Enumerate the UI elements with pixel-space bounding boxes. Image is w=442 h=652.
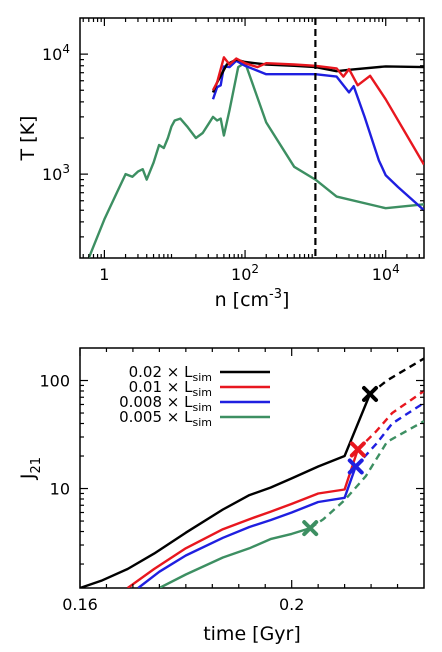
series-line-dashed xyxy=(309,420,424,530)
y-tick-label: 10 xyxy=(50,480,70,499)
series-group xyxy=(87,18,424,258)
series-line xyxy=(158,526,311,588)
series-line xyxy=(137,466,357,588)
temperature-density-chart: 1 102 104 103 104 T [K] n [cm-3] xyxy=(17,17,425,311)
collapse-marker xyxy=(362,386,379,403)
y-axis-label: T [K] xyxy=(17,116,39,162)
x-tick-label: 0.16 xyxy=(62,595,98,614)
y-tick-label: 104 xyxy=(42,42,70,64)
series-line-dashed xyxy=(369,357,424,395)
y-tick-label: 103 xyxy=(42,162,70,184)
series-line xyxy=(211,56,424,166)
series-line-dashed xyxy=(356,390,424,451)
series-line xyxy=(211,58,424,93)
y-tick-label: 100 xyxy=(39,372,70,391)
plot-frame xyxy=(79,347,425,589)
series-line-dashed xyxy=(354,401,424,468)
x-tick-label: 1 xyxy=(99,265,109,284)
legend-label: 0.01 × Lsim xyxy=(129,378,212,399)
x-axis-label: n [cm-3] xyxy=(215,287,290,311)
x-tick-label: 104 xyxy=(372,262,400,284)
legend-label: 0.005 × Lsim xyxy=(119,408,212,429)
axis-ticks: 1 102 104 103 104 xyxy=(42,18,424,284)
collapse-marker xyxy=(347,458,364,475)
series-line xyxy=(87,61,424,258)
series-line xyxy=(126,449,359,588)
legend-label: 0.02 × Lsim xyxy=(129,363,212,384)
axis-ticks: 0.16 0.2 10 100 xyxy=(39,348,424,614)
legend-label: 0.008 × Lsim xyxy=(119,393,212,414)
collapse-marker xyxy=(349,441,366,458)
series-line xyxy=(80,393,372,588)
x-axis-label: time [Gyr] xyxy=(203,623,301,645)
x-tick-label: 0.2 xyxy=(279,595,304,614)
series-group xyxy=(80,357,424,588)
collapse-marker xyxy=(302,520,319,537)
x-tick-label: 102 xyxy=(231,262,259,284)
series-line xyxy=(211,59,424,212)
y-axis-label: J21 xyxy=(17,457,44,480)
